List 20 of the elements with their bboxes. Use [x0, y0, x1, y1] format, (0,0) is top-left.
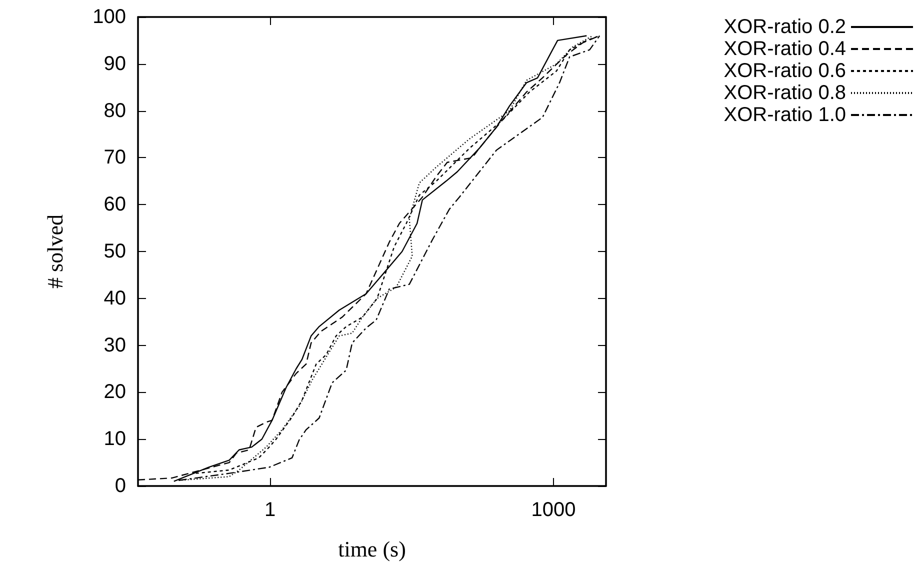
y-tick-label: 100 [92, 6, 126, 28]
y-tick-label: 30 [104, 334, 126, 356]
y-tick-label: 50 [104, 240, 126, 262]
x-tick-label: 1000 [531, 499, 576, 521]
y-axis-title: # solved [42, 214, 68, 288]
y-tick-label: 20 [104, 381, 126, 404]
y-tick-label: 90 [104, 52, 126, 75]
y-tick-label: 70 [104, 146, 126, 169]
x-tick-label: 1 [264, 499, 276, 521]
legend-label: XOR-ratio 0.8 [724, 82, 846, 104]
legend-label: XOR-ratio 1.0 [724, 104, 846, 126]
y-tick-label: 40 [104, 287, 126, 310]
legend-label: XOR-ratio 0.4 [724, 38, 846, 60]
y-tick-label: 0 [114, 475, 126, 497]
y-tick-label: 60 [104, 194, 126, 216]
legend-label: XOR-ratio 0.6 [724, 60, 846, 82]
y-tick-label: 80 [104, 100, 126, 122]
legend-label: XOR-ratio 0.2 [724, 16, 846, 38]
y-tick-label: 10 [104, 428, 126, 450]
x-axis-title: time (s) [338, 536, 406, 562]
